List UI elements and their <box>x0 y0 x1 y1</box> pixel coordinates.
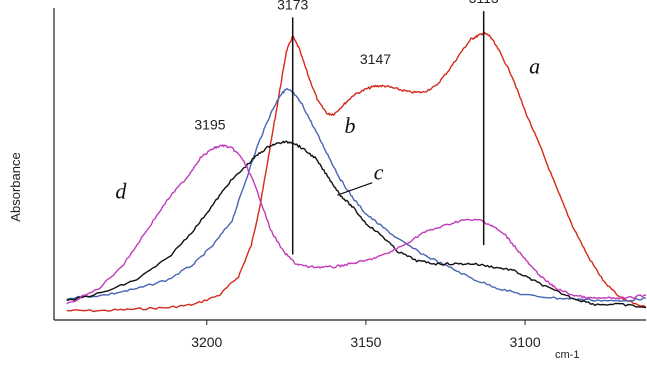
x-tick-label: 3150 <box>350 334 381 350</box>
peak-label-3173: 3173 <box>277 0 308 12</box>
series-label-c: c <box>374 160 384 185</box>
series-line-c <box>66 140 647 309</box>
series-layer <box>66 31 647 313</box>
peak-label-3147: 3147 <box>360 51 391 67</box>
peak-label-3195: 3195 <box>194 117 225 133</box>
x-tick-label: 3200 <box>191 334 222 350</box>
series-label-b: b <box>345 113 356 138</box>
x-axis-unit: cm-1 <box>555 349 579 361</box>
series-c-pointer <box>337 182 373 196</box>
series-line-d <box>66 144 647 305</box>
plot-frame: 3200 3150 3100 <box>53 8 646 350</box>
label-layer: 3147 3195 a bc d <box>115 51 540 203</box>
series-label-d: d <box>115 178 127 203</box>
series-line-a <box>66 31 647 313</box>
y-axis-title: Absorbance <box>8 152 23 221</box>
peak-label-3113: 3113 <box>469 0 499 6</box>
series-label-a: a <box>529 54 540 79</box>
series-line-b <box>66 88 647 302</box>
peak-marker-layer: 3173 3113 <box>277 0 499 255</box>
x-tick-label: 3100 <box>509 334 540 350</box>
